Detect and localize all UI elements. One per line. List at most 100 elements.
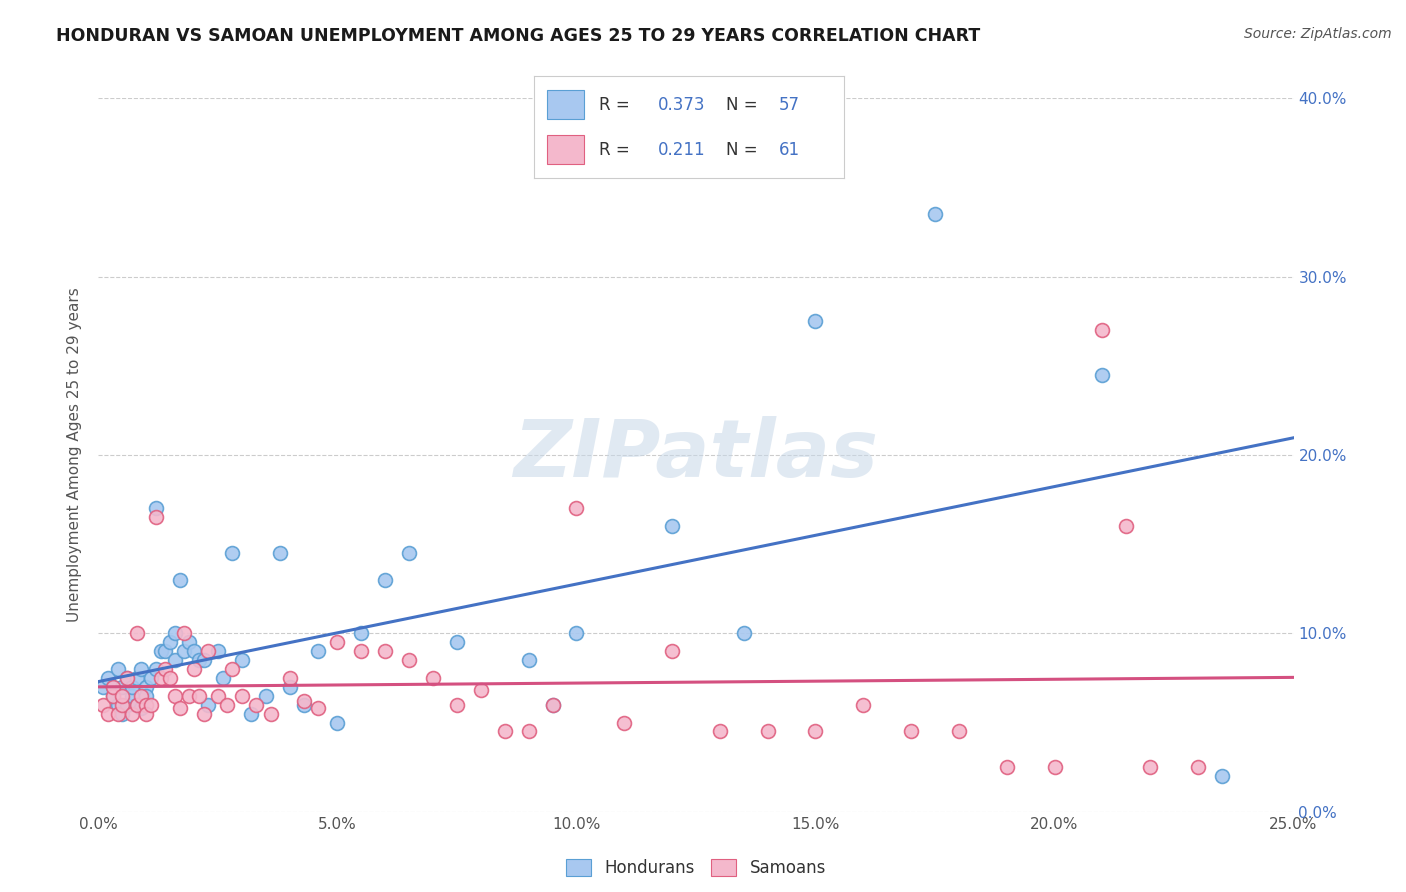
Point <box>169 573 191 587</box>
Point <box>221 662 243 676</box>
Point <box>240 706 263 721</box>
Point <box>231 653 253 667</box>
FancyBboxPatch shape <box>547 136 583 164</box>
Point <box>661 644 683 658</box>
Point <box>446 635 468 649</box>
Point <box>374 644 396 658</box>
Point <box>107 698 129 712</box>
Point <box>107 706 129 721</box>
Point <box>121 706 143 721</box>
Point <box>193 706 215 721</box>
Point <box>661 519 683 533</box>
Point <box>159 635 181 649</box>
Point <box>245 698 267 712</box>
Point <box>292 694 315 708</box>
Point <box>173 626 195 640</box>
Point <box>1043 760 1066 774</box>
Point <box>231 689 253 703</box>
Point <box>221 546 243 560</box>
Point <box>217 698 239 712</box>
Point <box>163 689 186 703</box>
Point <box>183 662 205 676</box>
Point <box>111 689 134 703</box>
Point <box>145 510 167 524</box>
Point <box>197 698 219 712</box>
Point <box>398 546 420 560</box>
Point <box>565 626 588 640</box>
Point <box>97 671 120 685</box>
Point <box>135 680 157 694</box>
Point <box>187 653 209 667</box>
Point <box>111 706 134 721</box>
Point <box>145 501 167 516</box>
Point <box>101 680 124 694</box>
Point <box>470 683 492 698</box>
Point <box>948 724 970 739</box>
Point <box>135 706 157 721</box>
Point <box>121 680 143 694</box>
Point <box>115 671 138 685</box>
Point <box>111 698 134 712</box>
Point <box>125 698 148 712</box>
Point <box>135 698 157 712</box>
Point <box>197 644 219 658</box>
Point <box>187 689 209 703</box>
Point <box>307 644 329 658</box>
Point <box>207 689 229 703</box>
Point <box>211 671 233 685</box>
Point <box>804 314 827 328</box>
Point <box>159 671 181 685</box>
Point <box>541 698 564 712</box>
Point <box>111 680 134 694</box>
Point <box>326 715 349 730</box>
Point <box>183 644 205 658</box>
Point <box>804 724 827 739</box>
Point <box>115 698 138 712</box>
Point <box>541 698 564 712</box>
Point <box>1211 769 1233 783</box>
Point <box>173 644 195 658</box>
Point <box>169 701 191 715</box>
Point <box>900 724 922 739</box>
Point <box>278 671 301 685</box>
Point <box>1139 760 1161 774</box>
Point <box>1187 760 1209 774</box>
Text: 0.373: 0.373 <box>658 95 706 113</box>
Text: Source: ZipAtlas.com: Source: ZipAtlas.com <box>1244 27 1392 41</box>
Point <box>131 701 153 715</box>
Point <box>259 706 281 721</box>
Point <box>613 715 636 730</box>
Point <box>163 653 186 667</box>
Point <box>1091 368 1114 382</box>
Point <box>101 689 124 703</box>
Point <box>145 662 167 676</box>
Text: N =: N = <box>725 141 758 159</box>
Text: N =: N = <box>725 95 758 113</box>
Point <box>254 689 277 703</box>
Point <box>125 671 148 685</box>
Point <box>756 724 779 739</box>
Point <box>422 671 444 685</box>
Point <box>135 689 157 703</box>
Point <box>139 671 162 685</box>
Point <box>1115 519 1137 533</box>
Point <box>155 662 177 676</box>
Point <box>125 698 148 712</box>
Point <box>350 626 373 640</box>
Point <box>115 671 138 685</box>
Y-axis label: Unemployment Among Ages 25 to 29 years: Unemployment Among Ages 25 to 29 years <box>67 287 83 623</box>
Point <box>446 698 468 712</box>
Point <box>97 706 120 721</box>
Point <box>107 662 129 676</box>
Point <box>995 760 1018 774</box>
Text: R =: R = <box>599 141 630 159</box>
Text: HONDURAN VS SAMOAN UNEMPLOYMENT AMONG AGES 25 TO 29 YEARS CORRELATION CHART: HONDURAN VS SAMOAN UNEMPLOYMENT AMONG AG… <box>56 27 980 45</box>
Point <box>278 680 301 694</box>
Point <box>131 689 153 703</box>
Point <box>517 653 540 667</box>
Point <box>149 644 172 658</box>
Point <box>494 724 516 739</box>
Point <box>121 689 143 703</box>
Point <box>179 635 201 649</box>
Point <box>125 626 148 640</box>
